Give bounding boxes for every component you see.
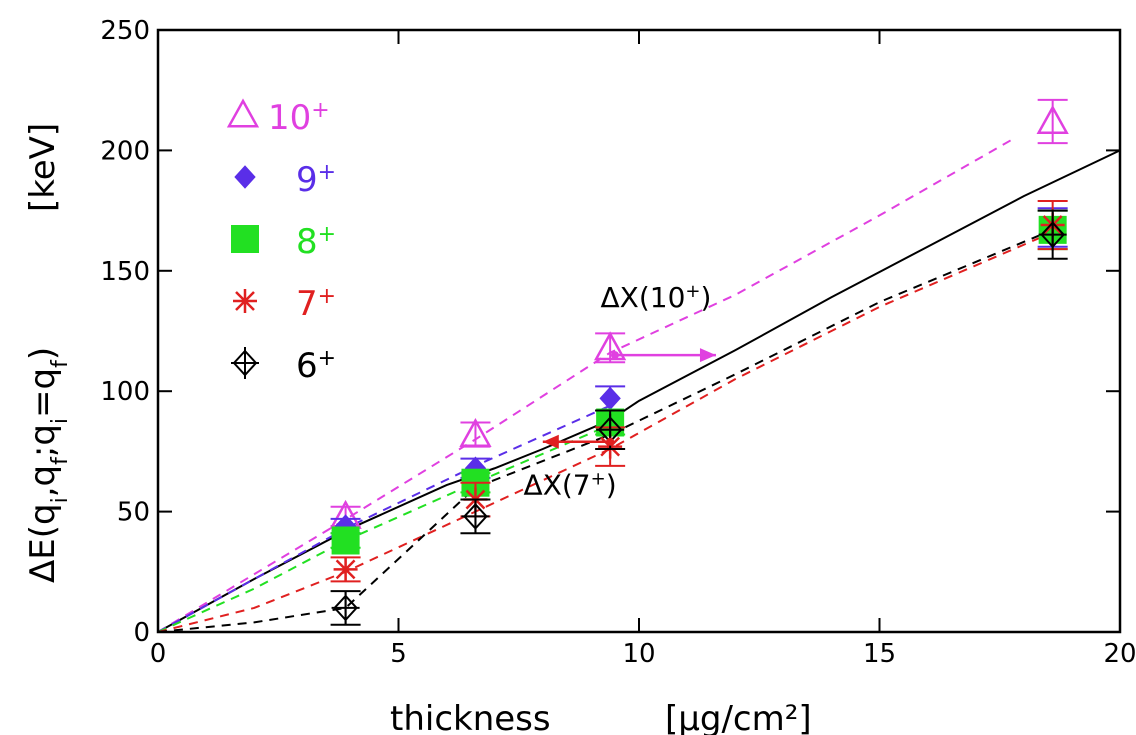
y-tick-label: 0: [133, 618, 150, 648]
annotation-arrow-tail: [606, 437, 615, 446]
series-8+: [330, 209, 1068, 555]
data-point: [226, 98, 260, 128]
series-10+: [329, 98, 1069, 529]
annotation-label: ΔX(7+): [524, 468, 617, 502]
data-point: [459, 417, 492, 447]
y-tick-label: 100: [100, 377, 150, 407]
x-tick-label: 20: [1103, 639, 1136, 669]
annotation-arrowhead: [699, 348, 716, 363]
legend-label-10+: 10+: [268, 98, 330, 139]
annotation-arrow-tail: [610, 351, 619, 360]
x-axis-title: thickness: [390, 699, 551, 735]
y-tick-label: 200: [100, 136, 150, 166]
fit-curve: [157, 423, 611, 633]
data-series: [329, 98, 1069, 626]
y-tick-label: 50: [117, 498, 150, 528]
annotations: ΔX(10+) ΔX(7+): [524, 280, 716, 502]
x-axis-unit: [μg/cm²]: [665, 699, 812, 735]
legend-label-9+: 9+: [296, 160, 336, 201]
series-6+: [330, 209, 1068, 626]
legend-label-8+: 8+: [296, 222, 336, 263]
annotation-label: ΔX(10+): [601, 280, 712, 314]
data-point: [233, 289, 257, 313]
annotation-arrowhead: [542, 434, 559, 449]
x-tick-label: 10: [622, 639, 655, 669]
legend-marker-10+: [226, 98, 260, 128]
legend: 10+ 9+ 8+ 7+ 6+: [226, 98, 336, 387]
y-tick-label: 250: [100, 16, 150, 46]
data-point: [333, 557, 358, 582]
data-point: [461, 500, 490, 533]
data-point: [231, 225, 259, 253]
x-tick-label: 15: [863, 639, 896, 669]
fit-curve: [157, 231, 1054, 633]
fit-curve: [157, 404, 611, 633]
data-point: [1036, 104, 1069, 134]
legend-marker-6+: [231, 347, 259, 379]
data-point: [234, 165, 256, 189]
fit-curve: [157, 228, 1054, 633]
data-point: [331, 526, 360, 555]
data-point: [231, 347, 259, 379]
y-axis-title-group: ΔE(qi,qf;qi=qf): [23, 347, 73, 583]
data-point: [594, 331, 627, 361]
x-tick-label: 5: [390, 639, 407, 669]
data-point: [599, 386, 621, 411]
y-tick-label: 150: [100, 257, 150, 287]
fit-curve: [157, 137, 1015, 633]
y-axis-unit-group: [keV]: [23, 123, 63, 212]
data-point: [1038, 218, 1067, 251]
y-axis-unit: [keV]: [23, 123, 63, 212]
y-axis-title: ΔE(qi,qf;qi=qf): [23, 347, 73, 583]
legend-label-7+: 7+: [296, 284, 336, 325]
data-point: [331, 591, 360, 624]
x-tick-label: 0: [150, 639, 167, 669]
legend-marker-9+: [234, 165, 256, 189]
legend-marker-7+: [233, 289, 257, 313]
legend-marker-8+: [231, 225, 259, 253]
legend-label-6+: 6+: [296, 346, 336, 387]
